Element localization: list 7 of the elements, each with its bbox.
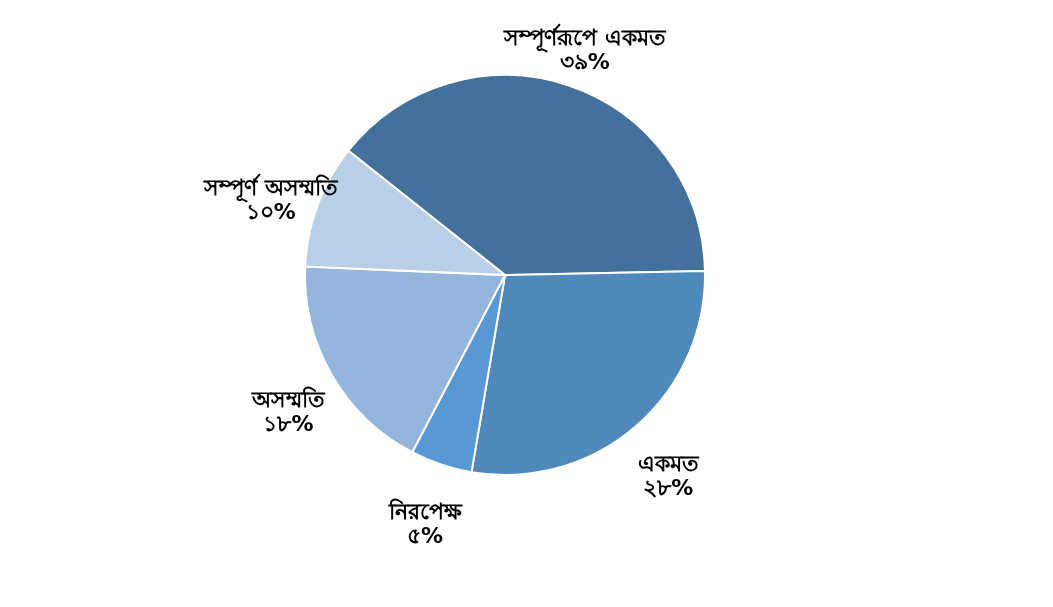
data-label: ৫% xyxy=(407,522,444,548)
slice-label: অসম্মতি xyxy=(250,385,326,412)
slice-label: সম্পূর্ণ অসম্মতি xyxy=(202,172,339,203)
data-label: ১৮% xyxy=(263,410,314,436)
data-label: ২৮% xyxy=(643,475,694,501)
slice-label: একমত xyxy=(637,451,700,477)
slice-label: নিরপেক্ষ xyxy=(387,497,463,524)
